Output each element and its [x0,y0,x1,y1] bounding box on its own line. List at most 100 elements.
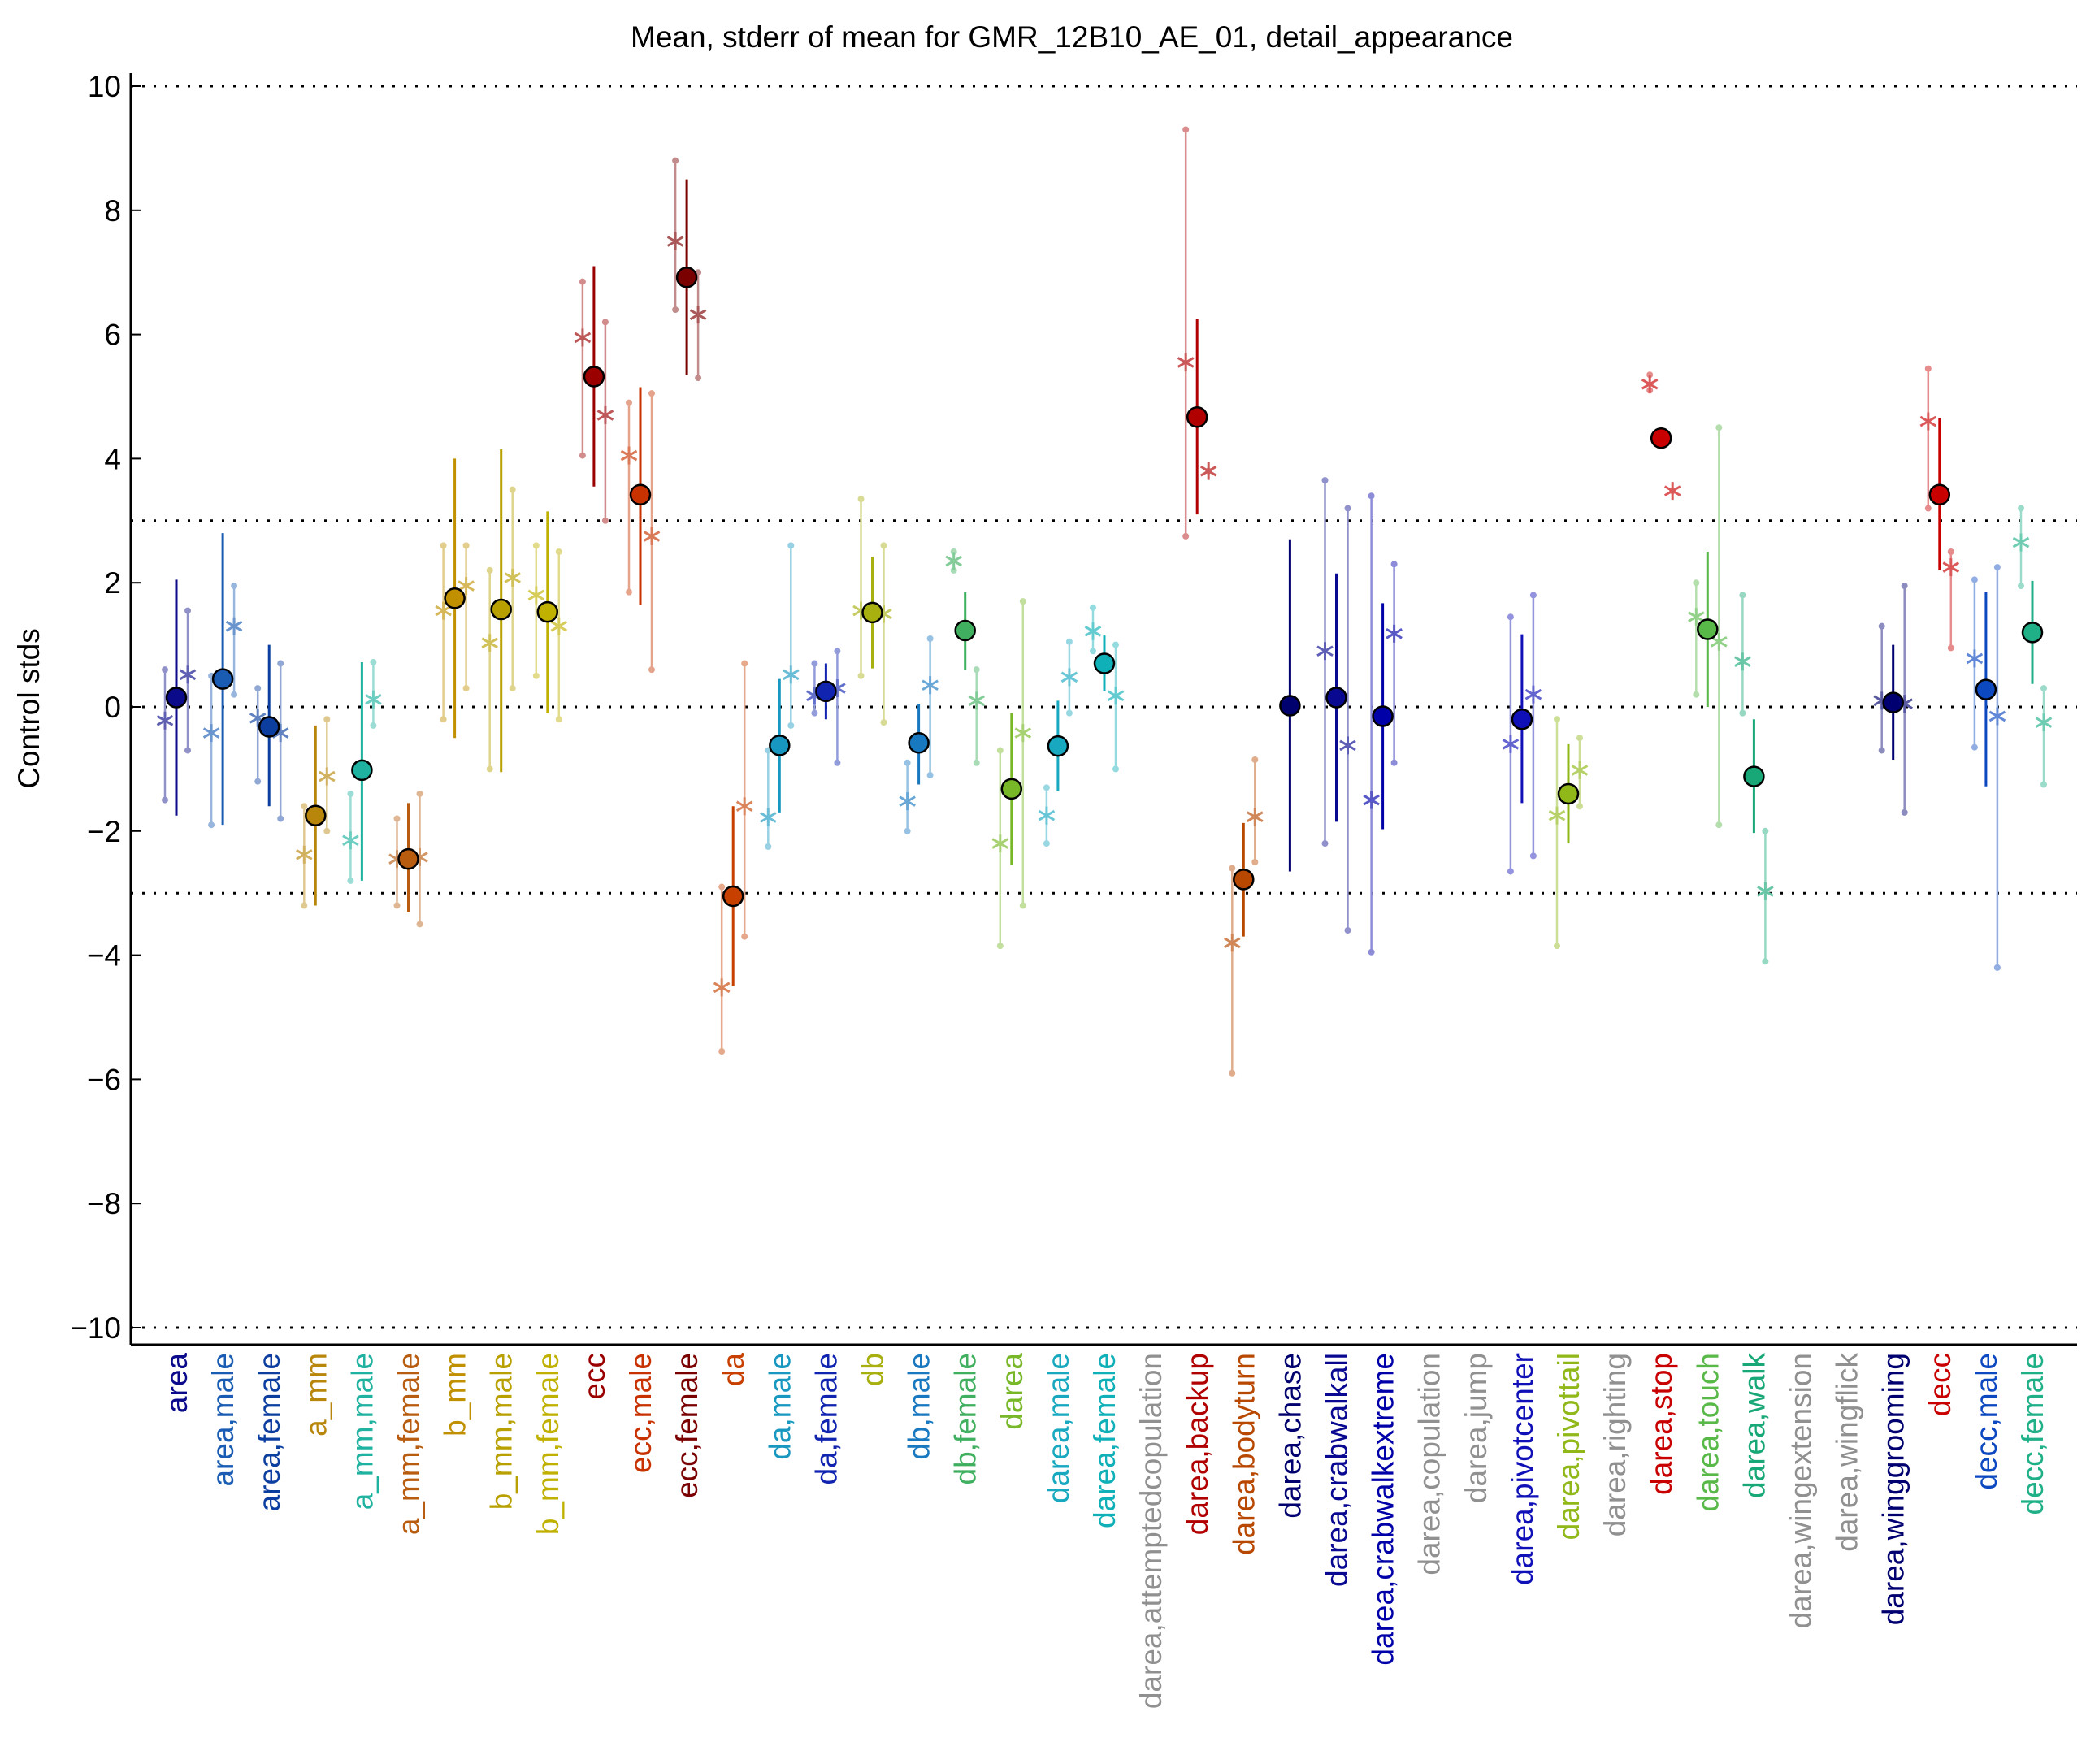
x-tick-label: a_mm,male [345,1353,379,1510]
sub-error-cap [1762,958,1769,965]
sub-mean-marker [458,577,475,596]
sub-mean-marker [1224,934,1241,952]
sub-error-cap [532,672,540,679]
sub-mean-marker [225,617,243,635]
sub-error-cap [532,542,540,549]
category-group [713,660,753,1055]
x-tick-label: darea,pivottail [1552,1353,1585,1540]
sub-mean-marker-stroke [1386,628,1403,639]
sub-error-cap [1715,424,1723,431]
mean-point [1743,765,1765,787]
category-group [156,579,197,816]
sub-mean-marker [504,569,521,587]
sub-mean-marker [1199,462,1217,480]
sub-error-cap [579,278,586,285]
sub-mean-marker-stroke [1247,811,1264,823]
sub-error-cap [1390,759,1398,766]
mean-point [1093,652,1116,674]
sub-error-cap [301,902,308,909]
mean-point [629,483,652,505]
sub-error-cap [950,548,957,555]
sub-mean-marker-stroke [319,770,336,782]
sub-error-cap [741,933,748,940]
x-tick-label: b_mm [439,1353,472,1437]
y-tick-label: 6 [104,319,121,352]
sub-mean-marker-stroke [202,727,220,739]
sub-error-cap [1993,964,2001,971]
mean-point [675,267,698,288]
sub-error-cap [1693,691,1700,698]
sub-error-cap [1947,644,1954,652]
sub-error-cap [1065,638,1073,645]
sub-error-cap [1090,648,1096,655]
y-ticks: 10 8 6 4 2 0 −2 −4 −6 −8 −10 [70,70,141,1345]
sub-mean-marker-stroke [1177,357,1195,368]
mean-point [1186,405,1208,428]
sub-mean-marker [735,797,753,816]
sub-mean-marker-stroke [1663,485,1681,496]
sub-mean-marker [1711,632,1728,651]
category-group [1919,365,1960,652]
y-axis-label: Control stds [12,628,46,788]
sub-error-cap [718,883,726,891]
category-group [296,716,336,909]
sub-mean-marker-stroke [1363,794,1380,806]
x-tick-label: darea,touch [1691,1353,1724,1511]
sub-mean-marker [760,808,777,826]
sub-error-cap [462,685,470,692]
sub-error-cap [1576,803,1583,810]
sub-mean-marker [991,834,1009,853]
sub-mean-marker-stroke [1084,625,1102,637]
category-group [342,658,382,884]
sub-mean-marker [1524,685,1542,704]
sub-mean-marker [945,552,962,570]
sub-mean-marker-stroke [968,695,985,707]
sub-mean-marker-stroke [1524,688,1542,700]
sub-mean-marker [1014,724,1032,743]
sub-error-cap [926,635,934,642]
x-tick-label: area [160,1353,193,1413]
sub-error-cap [231,583,238,590]
mean-point [815,680,837,703]
x-tick-label: ecc,female [670,1353,704,1498]
sub-error-cap [277,660,284,667]
sub-mean-marker [666,232,684,250]
sub-mean-marker [574,328,592,347]
x-tick-label: darea,crabwalkall [1321,1353,1354,1587]
sub-error-cap [1182,532,1190,540]
sub-error-cap [2040,685,2047,692]
sub-error-cap [1112,641,1119,648]
sub-mean-marker-stroke [945,555,962,567]
sub-error-cap [1019,902,1026,909]
sub-error-cap [648,390,655,397]
category-group [1873,583,1913,816]
mean-point [583,366,605,388]
sub-error-cap [184,747,191,754]
sub-error-cap [440,542,447,549]
sub-mean-marker [1942,558,1960,577]
sub-error-cap [1554,943,1560,950]
mean-point [444,587,466,609]
sub-mean-marker [1107,687,1125,705]
sub-mean-marker-stroke [504,572,521,583]
sub-mean-marker [1734,652,1751,671]
sub-mean-marker [1363,791,1380,809]
mean-point [211,668,234,690]
category-group [666,157,707,382]
sub-error-cap [1993,564,2001,571]
mean-point [1697,618,1719,640]
mean-point [1882,691,1904,713]
chart-title: Mean, stderr of mean for GMR_12B10_AE_01… [631,20,1513,54]
sub-mean-marker [1247,808,1264,826]
x-tick-label: da,female [809,1353,843,1485]
sub-mean-marker-stroke [342,834,359,847]
sub-error-cap [208,821,215,829]
sub-mean-marker-stroke [156,715,174,726]
category-group [760,542,800,850]
sub-error-cap [904,759,911,766]
sub-error-cap [811,709,818,717]
sub-error-cap [626,399,632,406]
category-group [1502,592,1542,875]
sub-error-cap [1507,868,1514,875]
sub-error-cap [857,672,865,679]
